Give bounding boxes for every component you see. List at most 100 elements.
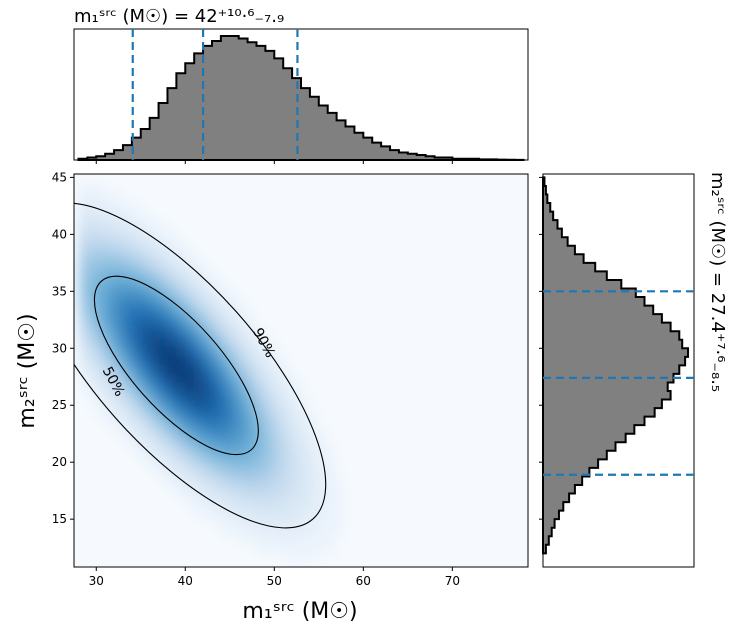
density-cell <box>149 428 160 438</box>
density-cell <box>185 336 195 347</box>
density-cell <box>78 236 88 247</box>
density-cell <box>327 473 338 484</box>
density-cell <box>114 327 124 338</box>
density-cell <box>167 346 177 356</box>
density-cell <box>274 482 284 493</box>
density-cell <box>105 291 115 301</box>
density-cell <box>203 409 213 420</box>
density-cell <box>274 428 284 438</box>
density-cell <box>123 209 133 219</box>
density-cell <box>256 355 266 365</box>
density-cell <box>140 382 151 393</box>
density-cell <box>167 464 177 475</box>
density-cell <box>327 455 338 466</box>
density-cell <box>158 428 169 438</box>
density-cell <box>114 418 124 429</box>
density-cell <box>194 318 204 329</box>
density-cell <box>265 519 275 529</box>
density-cell <box>309 500 320 511</box>
density-cell <box>167 300 177 311</box>
density-cell <box>220 446 231 456</box>
density-cell <box>114 373 124 383</box>
density-cell <box>265 364 275 374</box>
density-cell <box>149 455 160 466</box>
density-cell <box>194 446 204 456</box>
density-cell <box>114 318 124 329</box>
density-cell <box>131 346 142 356</box>
density-cell <box>283 500 293 511</box>
density-cell <box>301 428 311 438</box>
x-tick-label: 40 <box>178 574 193 588</box>
density-cell <box>203 491 213 502</box>
density-cell <box>114 245 124 256</box>
density-cell <box>238 418 249 429</box>
density-cell <box>292 464 302 475</box>
density-cell <box>292 519 302 529</box>
density-cell <box>292 437 302 447</box>
density-cell <box>96 254 106 265</box>
x-tick-label: 70 <box>445 574 460 588</box>
density-cell <box>176 245 186 256</box>
density-cell <box>247 464 258 475</box>
density-cell <box>336 491 347 502</box>
density-cell <box>301 437 311 447</box>
density-cell <box>149 382 160 393</box>
density-cell <box>212 464 222 475</box>
density-cell <box>194 510 204 520</box>
density-cell <box>105 191 115 201</box>
density-cell <box>256 546 266 557</box>
density-cell <box>292 455 302 466</box>
density-cell <box>140 455 151 466</box>
density-cell <box>78 327 88 338</box>
density-cell <box>87 200 97 210</box>
density-cell <box>301 546 311 557</box>
density-cell <box>256 446 266 456</box>
density-cell <box>114 364 124 374</box>
density-cell <box>194 309 204 320</box>
density-cell <box>274 510 284 520</box>
density-cell <box>301 500 311 511</box>
density-cell <box>265 464 275 475</box>
density-cell <box>247 482 258 493</box>
density-cell <box>247 418 258 429</box>
density-cell <box>203 473 213 484</box>
density-cell <box>105 209 115 219</box>
density-cell <box>185 355 195 365</box>
density-cell <box>256 473 266 484</box>
density-cell <box>123 282 133 292</box>
density-cell <box>123 318 133 329</box>
density-cell <box>96 264 106 274</box>
x-axis-ticks: 30 40 50 60 70 <box>89 567 460 588</box>
density-cell <box>238 300 249 311</box>
density-cell <box>176 318 186 329</box>
density-cell <box>185 273 195 283</box>
density-cell <box>309 491 320 502</box>
density-cell <box>149 391 160 402</box>
density-cell <box>176 291 186 301</box>
density-cell <box>229 446 240 456</box>
density-cell <box>212 510 222 520</box>
density-cell <box>158 418 169 429</box>
density-cell <box>336 500 347 511</box>
density-cell <box>176 309 186 320</box>
density-cell <box>327 537 338 548</box>
density-cell <box>140 418 151 429</box>
density-cell <box>336 482 347 493</box>
density-cell <box>274 382 284 393</box>
density-cell <box>194 491 204 502</box>
density-cell <box>247 491 258 502</box>
density-cell <box>212 418 222 429</box>
density-cell <box>185 446 195 456</box>
density-cell <box>318 482 329 493</box>
density-cell <box>256 382 266 393</box>
density-cell <box>256 464 266 475</box>
density-cell <box>220 364 231 374</box>
density-cell <box>220 482 231 493</box>
density-cell <box>96 236 106 247</box>
density-cell <box>229 400 240 411</box>
density-cell <box>283 455 293 466</box>
density-cell <box>131 336 142 347</box>
density-cell <box>131 400 142 411</box>
density-cell <box>194 473 204 484</box>
density-cell <box>220 291 231 301</box>
